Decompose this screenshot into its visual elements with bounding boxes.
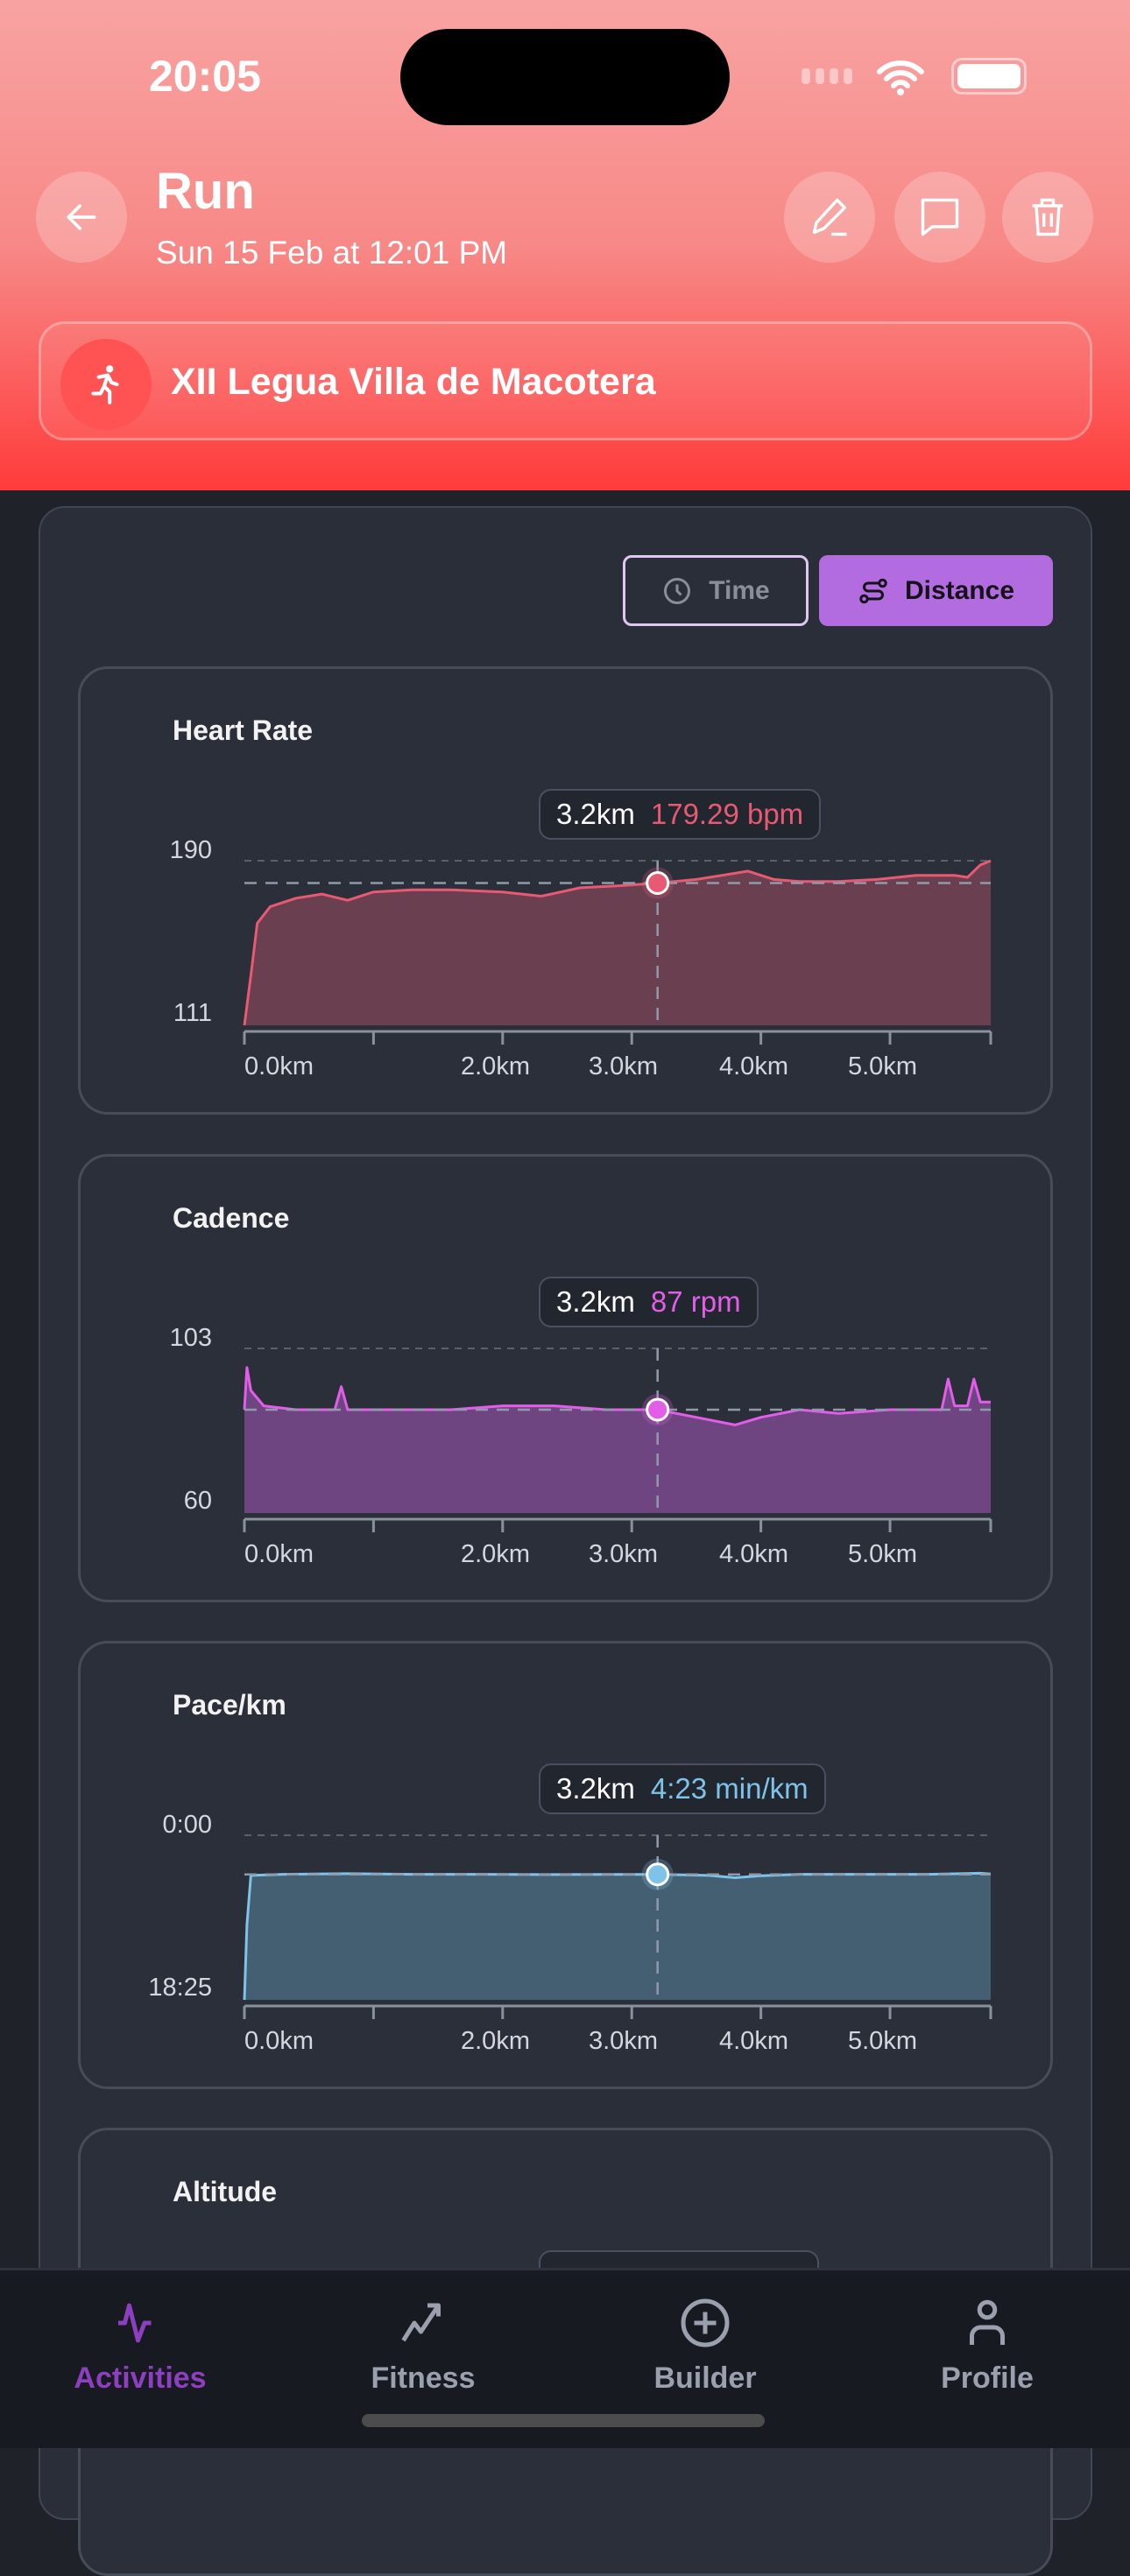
- trending-up-icon: [401, 2303, 441, 2342]
- home-indicator[interactable]: [362, 2414, 765, 2427]
- activity-pulse-icon: [118, 2303, 152, 2343]
- running-person-icon: [91, 365, 119, 405]
- heart-rate-card: Heart Rate 3.2km 179.29 bpm 190 111 0.0km…: [78, 666, 1053, 1115]
- edit-button[interactable]: [784, 172, 875, 263]
- activity-date: Sun 15 Feb at 12:01 PM: [156, 235, 508, 271]
- x-tick-label: 2.0km: [461, 1540, 530, 1568]
- toggle-distance-label: Distance: [904, 575, 1015, 605]
- pace-card: Pace/km 3.2km 4:23 min/km 0:00 18:25 0.0k…: [78, 1641, 1053, 2089]
- chart-tooltip: 3.2km 87 rpm: [539, 1277, 759, 1327]
- event-card[interactable]: XII Legua Villa de Macotera: [39, 321, 1092, 440]
- x-tick-label: 4.0km: [719, 1052, 788, 1080]
- y-max-label: 190: [169, 836, 212, 864]
- y-min-label: 60: [183, 1487, 212, 1515]
- x-tick-label: 4.0km: [719, 2027, 788, 2055]
- x-tick-label: 0.0km: [244, 2027, 314, 2055]
- chart-tooltip: 3.2km 179.29 bpm: [539, 789, 822, 840]
- nav-builder[interactable]: Builder: [591, 2297, 819, 2396]
- chart-tooltip: 3.2km 4:23 min/km: [539, 1763, 826, 1814]
- nav-label: Builder: [653, 2361, 757, 2395]
- status-time: 20:05: [149, 52, 261, 101]
- user-icon: [970, 2299, 1005, 2345]
- chart-title: Heart Rate: [173, 714, 314, 746]
- comment-icon: [921, 198, 959, 236]
- series-area: [244, 861, 991, 1025]
- chart-title: Cadence: [173, 1202, 290, 1234]
- tooltip-value: 87 rpm: [650, 1285, 741, 1318]
- nav-label: Fitness: [371, 2361, 476, 2395]
- cursor-point: [646, 1862, 670, 1887]
- pencil-icon: [812, 198, 847, 236]
- back-button[interactable]: [36, 172, 127, 263]
- cellular-signal-icon: [802, 68, 852, 84]
- nav-fitness[interactable]: Fitness: [309, 2297, 537, 2396]
- x-tick-label: 2.0km: [461, 2027, 530, 2055]
- cadence-card: Cadence 3.2km 87 rpm 103 60 0.0km 2.0km 3…: [78, 1154, 1053, 1602]
- route-icon: [859, 578, 887, 603]
- toggle-time-label: Time: [709, 575, 770, 605]
- tooltip-value: 179.29 bpm: [650, 798, 804, 830]
- x-tick-label: 0.0km: [244, 1540, 314, 1568]
- wifi-icon: [877, 60, 924, 95]
- clock-icon: [664, 577, 691, 604]
- x-tick-label: 2.0km: [461, 1052, 530, 1080]
- nav-label: Activities: [74, 2361, 207, 2395]
- x-tick-label: 3.0km: [589, 1540, 658, 1568]
- nav-profile[interactable]: Profile: [873, 2297, 1101, 2396]
- page-title: Run: [156, 163, 255, 220]
- x-tick-label: 4.0km: [719, 1540, 788, 1568]
- pace-chart[interactable]: [81, 1643, 1056, 2092]
- tooltip-distance: 3.2km: [556, 1772, 635, 1805]
- series-area: [244, 1367, 991, 1513]
- toggle-distance[interactable]: Distance: [819, 555, 1053, 626]
- series-line: [243, 859, 992, 1026]
- delete-button[interactable]: [1002, 172, 1093, 263]
- chart-title: Altitude: [173, 2176, 278, 2207]
- toggle-time[interactable]: Time: [623, 555, 809, 626]
- cursor-point: [646, 870, 670, 895]
- nav-label: Profile: [941, 2361, 1034, 2395]
- x-tick-label: 3.0km: [589, 1052, 658, 1080]
- plus-circle-icon: [681, 2298, 730, 2347]
- event-name: XII Legua Villa de Macotera: [171, 361, 656, 403]
- x-tick-label: 5.0km: [848, 1540, 917, 1568]
- y-max-label: 103: [169, 1324, 212, 1352]
- x-tick-label: 3.0km: [589, 2027, 658, 2055]
- tooltip-distance: 3.2km: [556, 1285, 635, 1318]
- back-arrow-icon: [67, 204, 96, 230]
- event-icon: [60, 339, 152, 430]
- nav-activities[interactable]: Activities: [26, 2297, 254, 2396]
- series-area: [244, 1873, 991, 2000]
- x-tick-label: 5.0km: [848, 2027, 917, 2055]
- cadence-chart[interactable]: [81, 1157, 1056, 1605]
- x-tick-label: 0.0km: [244, 1052, 314, 1080]
- tooltip-distance: 3.2km: [556, 798, 635, 830]
- comment-button[interactable]: [894, 172, 985, 263]
- chart-title: Pace/km: [173, 1689, 286, 1721]
- cursor-point: [646, 1397, 670, 1422]
- trash-icon: [1032, 198, 1063, 236]
- tooltip-value: 4:23 min/km: [650, 1772, 809, 1805]
- y-min-label: 18:25: [148, 1974, 212, 2002]
- x-tick-label: 5.0km: [848, 1052, 917, 1080]
- battery-icon: [951, 58, 1027, 95]
- y-min-label: 111: [173, 999, 212, 1027]
- y-max-label: 0:00: [162, 1811, 212, 1839]
- heart-rate-chart[interactable]: [81, 669, 1056, 1117]
- dynamic-island: [400, 29, 730, 125]
